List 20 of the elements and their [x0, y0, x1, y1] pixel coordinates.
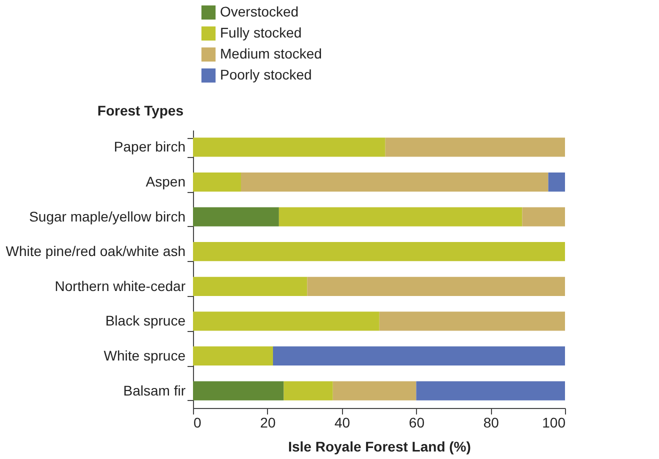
x-tick-label: 60: [408, 414, 425, 430]
y-tick-label: Sugar maple/yellow birch: [29, 208, 186, 224]
x-tick-label: 80: [483, 414, 500, 430]
legend-label: Overstocked: [220, 4, 299, 20]
y-tick-label: White pine/red oak/white ash: [6, 243, 186, 260]
x-tick-label: 0: [194, 414, 202, 430]
y-tick-label: Black spruce: [105, 312, 186, 329]
y-axis-title: Forest Types: [97, 102, 184, 118]
x-tick-label: 20: [260, 414, 276, 430]
y-tick-label: White spruce: [104, 347, 186, 364]
legend-label: Fully stocked: [220, 24, 302, 40]
x-axis-title: Isle Royale Forest Land (%): [288, 438, 471, 454]
legend-label: Medium stocked: [220, 46, 322, 62]
y-tick-label: Aspen: [146, 174, 186, 190]
y-tick-label: Balsam fir: [123, 382, 186, 398]
x-tick-label: 40: [334, 414, 350, 430]
y-tick-label: Northern white-cedar: [54, 278, 186, 294]
legend-label: Poorly stocked: [220, 66, 312, 82]
y-tick-label: Paper birch: [114, 138, 186, 155]
x-tick-label: 100: [542, 414, 566, 430]
